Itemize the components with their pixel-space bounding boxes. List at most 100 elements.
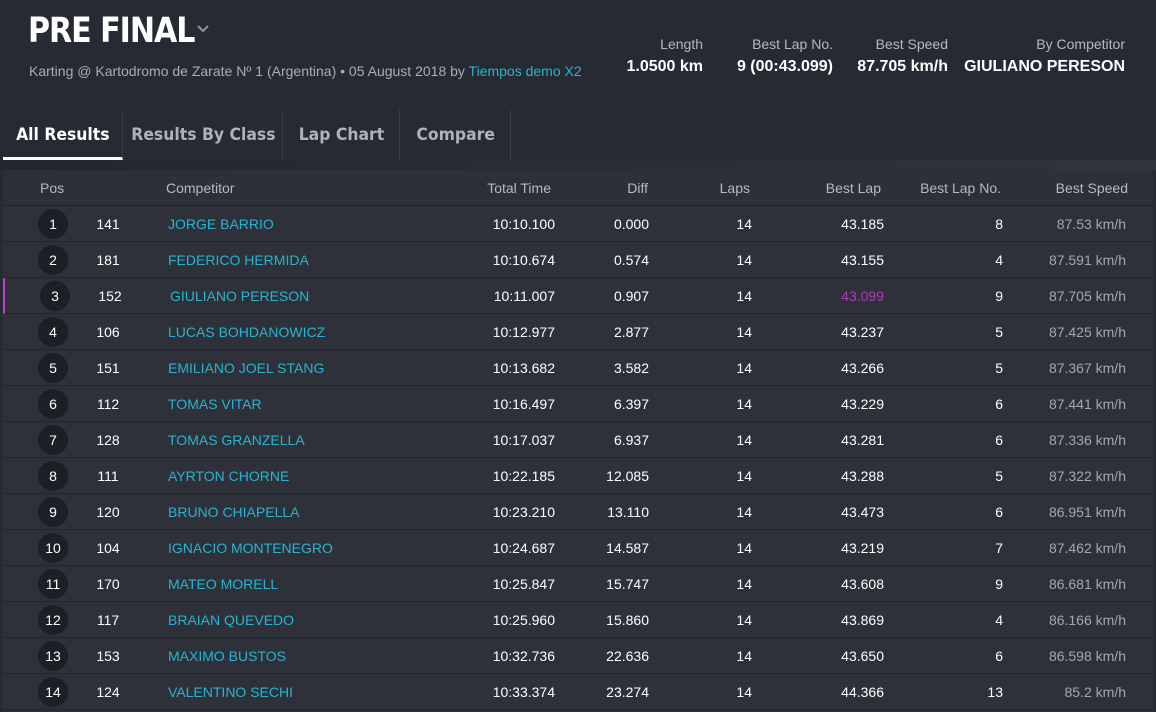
laps: 14 [736, 252, 752, 268]
table-row[interactable]: 9 120 BRUNO CHIAPELLA 10:23.210 13.110 14 43.4… [3, 494, 1153, 530]
tab-compare[interactable]: Compare [401, 110, 511, 160]
best-lap-no: 4 [995, 612, 1003, 628]
table-header: Pos Competitor Total Time Diff Laps Best… [3, 170, 1153, 206]
kart-number: 153 [96, 648, 120, 664]
table-row[interactable]: 8 111 AYRTON CHORNE 10:22.185 12.085 14 43.288… [3, 458, 1153, 494]
best-lap: 43.650 [841, 648, 884, 664]
total-time: 10:10.100 [492, 216, 555, 232]
divider [0, 160, 1156, 170]
event-header: PRE FINAL Karting @ Kartodromo de Zarate… [0, 0, 1156, 104]
competitor-link[interactable]: IGNACIO MONTENEGRO [168, 540, 333, 556]
best-speed: 87.336 km/h [1048, 432, 1126, 448]
table-row[interactable]: 14 124 VALENTINO SECHI 10:33.374 23.274 14 44.… [3, 674, 1153, 710]
competitor-link[interactable]: FEDERICO HERMIDA [168, 252, 309, 268]
table-row[interactable]: 5 151 EMILIANO JOEL STANG 10:13.682 3.582 14 4… [3, 350, 1153, 386]
laps: 14 [736, 576, 752, 592]
diff: 14.587 [606, 540, 649, 556]
stat-best-lap-no-label: Best Lap No. [752, 36, 833, 52]
best-lap-no: 4 [995, 252, 1003, 268]
competitor-link[interactable]: JORGE BARRIO [168, 216, 274, 232]
tab-compare-label: Compare [416, 125, 495, 145]
table-row[interactable]: 3 152 GIULIANO PERESON 10:11.007 0.907 14 43.0… [3, 278, 1153, 314]
tab-all-results-label: All Results [15, 125, 110, 145]
session-title[interactable]: PRE FINAL [28, 11, 195, 51]
competitor-link[interactable]: BRAIAN QUEVEDO [168, 612, 295, 628]
total-time: 10:16.497 [492, 396, 555, 412]
table-row[interactable]: 2 181 FEDERICO HERMIDA 10:10.674 0.574 14 43.1… [3, 242, 1153, 278]
best-lap-no: 13 [987, 684, 1003, 700]
laps: 14 [736, 612, 752, 628]
table-body: 1 141 JORGE BARRIO 10:10.100 0.000 14 43.185 8 8… [3, 206, 1153, 710]
best-lap-no: 9 [995, 288, 1003, 304]
table-row[interactable]: 11 170 MATEO MORELL 10:25.847 15.747 14 43.608… [3, 566, 1153, 602]
table-row[interactable]: 6 112 TOMAS VITAR 10:16.497 6.397 14 43.229 6 87… [3, 386, 1153, 422]
col-laps[interactable]: Laps [719, 180, 750, 196]
competitor-link[interactable]: GIULIANO PERESON [170, 288, 310, 304]
competitor-link[interactable]: LUCAS BOHDANOWICZ [168, 324, 326, 340]
tab-results-by-class-label: Results By Class [130, 125, 276, 145]
best-speed: 87.591 km/h [1048, 252, 1126, 268]
col-competitor[interactable]: Competitor [166, 180, 235, 196]
stat-best-speed-label: Best Speed [875, 36, 948, 52]
position-badge: 6 [38, 389, 68, 419]
col-diff[interactable]: Diff [627, 180, 648, 196]
table-row[interactable]: 7 128 TOMAS GRANZELLA 10:17.037 6.937 14 43.28… [3, 422, 1153, 458]
best-speed: 86.951 km/h [1048, 504, 1126, 520]
tab-lap-chart[interactable]: Lap Chart [284, 110, 400, 160]
diff: 6.937 [613, 432, 649, 448]
kart-number: 120 [96, 504, 120, 520]
stat-best-speed: Best Speed 87.705 km/h [857, 36, 948, 76]
col-total-time[interactable]: Total Time [487, 180, 551, 196]
session-title-wrap[interactable]: PRE FINAL [28, 10, 222, 52]
tab-all-results[interactable]: All Results [3, 110, 123, 160]
best-lap: 43.608 [841, 576, 884, 592]
organizer-link[interactable]: Tiempos demo X2 [468, 63, 582, 79]
position-badge: 8 [38, 461, 68, 491]
best-speed: 87.53 km/h [1056, 216, 1126, 232]
laps: 14 [736, 288, 752, 304]
event-info: Karting @ Kartodromo de Zarate Nº 1 (Arg… [29, 63, 469, 79]
tab-results-by-class[interactable]: Results By Class [124, 110, 283, 160]
table-row[interactable]: 4 106 LUCAS BOHDANOWICZ 10:12.977 2.877 14 43.… [3, 314, 1153, 350]
position-badge: 14 [38, 677, 68, 707]
total-time: 10:12.977 [492, 324, 555, 340]
kart-number: 141 [96, 216, 120, 232]
diff: 12.085 [606, 468, 649, 484]
table-row[interactable]: 12 117 BRAIAN QUEVEDO 10:25.960 15.860 14 43.8… [3, 602, 1153, 638]
total-time: 10:33.374 [492, 684, 555, 700]
best-lap: 43.229 [841, 396, 884, 412]
table-row[interactable]: 1 141 JORGE BARRIO 10:10.100 0.000 14 43.185 8 8… [3, 206, 1153, 242]
col-best-lap[interactable]: Best Lap [825, 180, 881, 196]
laps: 14 [736, 540, 752, 556]
results-table: Pos Competitor Total Time Diff Laps Best… [3, 170, 1153, 712]
position-badge: 13 [38, 641, 68, 671]
col-pos[interactable]: Pos [40, 180, 65, 196]
competitor-link[interactable]: TOMAS GRANZELLA [168, 432, 305, 448]
table-row[interactable]: 10 104 IGNACIO MONTENEGRO 10:24.687 14.587 14… [3, 530, 1153, 566]
competitor-link[interactable]: MATEO MORELL [168, 576, 279, 592]
kart-number: 124 [96, 684, 120, 700]
competitor-link[interactable]: VALENTINO SECHI [168, 684, 293, 700]
position-badge: 1 [38, 209, 68, 239]
competitor-link[interactable]: BRUNO CHIAPELLA [168, 504, 300, 520]
best-lap: 43.099 [841, 288, 884, 304]
competitor-link[interactable]: MAXIMO BUSTOS [168, 648, 286, 664]
total-time: 10:13.682 [492, 360, 555, 376]
competitor-link[interactable]: EMILIANO JOEL STANG [168, 360, 325, 376]
stat-by-competitor-value: GIULIANO PERESON [964, 58, 1125, 75]
diff: 15.747 [606, 576, 649, 592]
competitor-link[interactable]: AYRTON CHORNE [168, 468, 290, 484]
laps: 14 [736, 504, 752, 520]
table-row[interactable]: 13 153 MAXIMO BUSTOS 10:32.736 22.636 14 43.65… [3, 638, 1153, 674]
best-lap: 43.869 [841, 612, 884, 628]
laps: 14 [736, 432, 752, 448]
col-best-lap-no[interactable]: Best Lap No. [920, 180, 1001, 196]
competitor-link[interactable]: TOMAS VITAR [168, 396, 262, 412]
tab-lap-chart-label: Lap Chart [298, 125, 385, 145]
diff: 13.110 [607, 504, 649, 520]
total-time: 10:22.185 [492, 468, 555, 484]
col-best-speed[interactable]: Best Speed [1055, 180, 1128, 196]
stat-best-lap-no: Best Lap No. 9 (00:43.099) [737, 36, 833, 76]
kart-number: 112 [96, 396, 120, 412]
chevron-down-icon[interactable] [195, 21, 211, 37]
